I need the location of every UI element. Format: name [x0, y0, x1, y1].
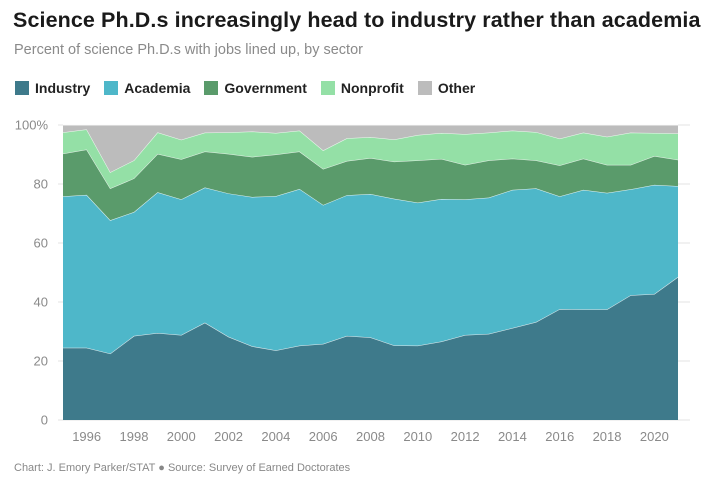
x-tick-label-2010: 2010	[403, 429, 432, 444]
chart-legend: Industry Academia Government Nonprofit O…	[15, 80, 489, 96]
legend-item-other: Other	[417, 80, 476, 96]
y-tick-label-0: 0	[41, 413, 48, 428]
x-tick-label-2020: 2020	[640, 429, 669, 444]
x-tick-label-2012: 2012	[451, 429, 480, 444]
x-tick-label-2018: 2018	[593, 429, 622, 444]
chart-title: Science Ph.D.s increasingly head to indu…	[13, 8, 701, 32]
chart-subtitle: Percent of science Ph.D.s with jobs line…	[14, 42, 363, 58]
legend-swatch-other	[417, 81, 432, 95]
legend-label-academia: Academia	[124, 80, 191, 96]
x-tick-label-2004: 2004	[261, 429, 290, 444]
legend-item-industry: Industry	[15, 80, 90, 96]
area-nonprofit	[63, 129, 678, 189]
y-tick-label-20: 20	[34, 354, 48, 369]
legend-label-industry: Industry	[35, 80, 91, 96]
y-tick-label-100: 100%	[15, 118, 49, 133]
area-industry	[63, 276, 678, 420]
legend-swatch-industry	[15, 81, 29, 95]
area-other	[63, 125, 678, 173]
legend-swatch-nonprofit	[320, 81, 335, 95]
y-tick-label-40: 40	[34, 295, 48, 310]
area-academia	[63, 184, 678, 354]
x-tick-label-2016: 2016	[545, 429, 574, 444]
x-tick-label-2002: 2002	[214, 429, 243, 444]
legend-label-nonprofit: Nonprofit	[340, 80, 404, 96]
y-tick-label-60: 60	[34, 236, 48, 251]
legend-item-nonprofit: Nonprofit	[320, 80, 404, 96]
x-tick-label-1998: 1998	[120, 429, 149, 444]
legend-item-government: Government	[204, 80, 307, 96]
legend-swatch-academia	[104, 81, 119, 95]
legend-swatch-government	[204, 81, 219, 95]
legend-item-academia: Academia	[104, 80, 190, 96]
area-government	[63, 149, 678, 221]
legend-label-other: Other	[437, 80, 476, 96]
chart-footer: Chart: J. Emory Parker/STAT ● Source: Su…	[14, 462, 351, 474]
x-tick-label-2006: 2006	[309, 429, 338, 444]
x-tick-label-2008: 2008	[356, 429, 385, 444]
x-tick-label-2000: 2000	[167, 429, 196, 444]
y-tick-label-80: 80	[34, 177, 48, 192]
x-tick-label-2014: 2014	[498, 429, 527, 444]
legend-label-government: Government	[224, 80, 307, 96]
x-tick-label-1996: 1996	[72, 429, 101, 444]
